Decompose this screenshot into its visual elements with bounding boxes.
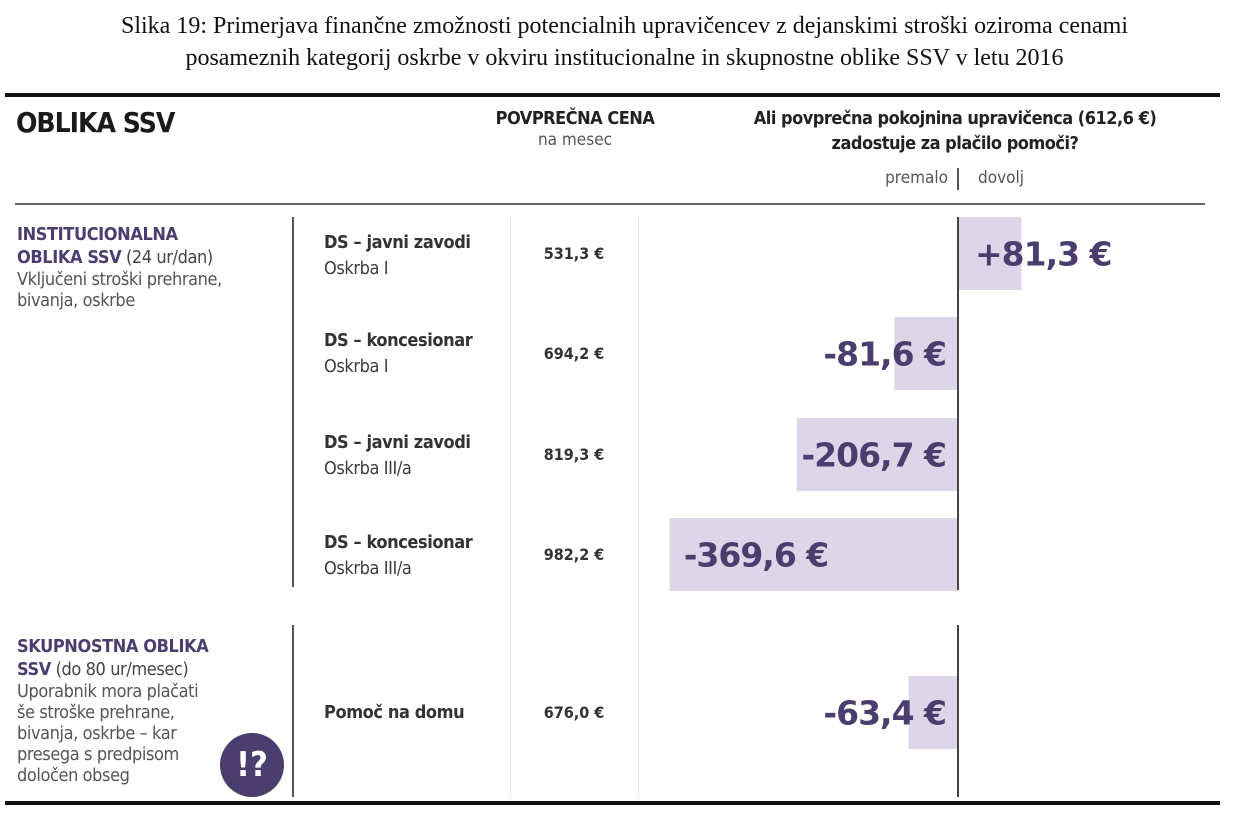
group-title: SKUPNOSTNA OBLIKA xyxy=(17,636,209,657)
bar-value-label: +81,3 € xyxy=(975,235,1112,274)
premalo-label: premalo xyxy=(885,168,948,188)
group-title: SSV xyxy=(17,659,51,680)
group-divider xyxy=(292,217,294,587)
group-skupnostna: SKUPNOSTNA OBLIKA SSV (do 80 ur/mesec) U… xyxy=(17,635,287,786)
item-sub: Oskrba I xyxy=(324,356,389,377)
item-name: DS – javni zavodi xyxy=(324,232,471,253)
group-hours: (24 ur/dan) xyxy=(121,247,213,268)
item-name: DS – koncesionar xyxy=(324,330,473,351)
group-hours: (do 80 ur/mesec) xyxy=(50,659,189,680)
group-desc-line: Uporabnik mora plačati xyxy=(17,681,199,702)
row-item: DS – javni zavodi Oskrba I xyxy=(324,230,471,282)
group-desc-line: presega s predpisom xyxy=(17,744,179,765)
group-title: INSTITUCIONALNA xyxy=(17,224,178,245)
header-divider xyxy=(15,203,1205,205)
bar-value-label: -63,4 € xyxy=(823,694,946,733)
price-value: 694,2 € xyxy=(543,344,605,363)
price-value: 676,0 € xyxy=(543,703,605,722)
price-value: 531,3 € xyxy=(543,244,605,263)
column-divider xyxy=(510,217,511,797)
group-title: OBLIKA SSV xyxy=(17,247,122,268)
item-name: Pomoč na domu xyxy=(324,702,465,723)
bar xyxy=(894,317,958,390)
bar-value-label: -369,6 € xyxy=(684,536,829,575)
question-line-2: zadostuje za plačilo pomoči? xyxy=(831,133,1079,154)
group-institucionalna: INSTITUCIONALNA OBLIKA SSV (24 ur/dan) V… xyxy=(17,223,287,311)
item-sub: Oskrba III/a xyxy=(324,558,412,579)
top-rule xyxy=(5,93,1220,97)
group-desc-line: še stroške prehrane, xyxy=(17,702,175,723)
price-value: 982,2 € xyxy=(543,545,605,564)
dovolj-label: dovolj xyxy=(978,168,1024,188)
bar-value-label: -81,6 € xyxy=(823,335,946,374)
figure-caption: Slika 19: Primerjava finančne zmožnosti … xyxy=(0,10,1249,74)
group-desc-line: določen obseg xyxy=(17,765,130,786)
bar xyxy=(669,518,958,591)
price-value: 819,3 € xyxy=(543,445,605,464)
item-name: DS – javni zavodi xyxy=(324,432,471,453)
caption-line-1: Slika 19: Primerjava finančne zmožnosti … xyxy=(120,13,1128,39)
bar-value-label: -206,7 € xyxy=(801,436,946,475)
bottom-rule xyxy=(5,801,1220,805)
item-name: DS – koncesionar xyxy=(324,532,473,553)
caption-line-2: posameznih kategorij oskrbe v okviru ins… xyxy=(185,45,1064,71)
row-item: Pomoč na domu xyxy=(324,700,465,726)
row-item: DS – koncesionar Oskrba III/a xyxy=(324,530,473,582)
item-sub: Oskrba I xyxy=(324,258,389,279)
group-desc-line: bivanja, oskrbe xyxy=(17,290,135,311)
warning-badge-icon: !? xyxy=(220,733,284,797)
group-desc-line: bivanja, oskrbe – kar xyxy=(17,723,177,744)
price-column-header: POVPREČNA CENA xyxy=(495,108,655,129)
oblika-header: OBLIKA SSV xyxy=(16,106,175,139)
column-divider xyxy=(638,217,639,797)
bar xyxy=(958,217,1022,290)
group-divider xyxy=(292,625,294,797)
row-item: DS – koncesionar Oskrba I xyxy=(324,328,473,380)
price-column-subheader: na mesec xyxy=(537,130,613,150)
bar xyxy=(796,418,958,491)
premalo-dovolj-separator xyxy=(957,168,959,190)
bar xyxy=(908,676,958,749)
row-item: DS – javni zavodi Oskrba III/a xyxy=(324,430,471,482)
question-line-1: Ali povprečna pokojnina upravičenca (612… xyxy=(753,108,1157,129)
item-sub: Oskrba III/a xyxy=(324,458,412,479)
group-desc-line: Vključeni stroški prehrane, xyxy=(17,269,222,290)
